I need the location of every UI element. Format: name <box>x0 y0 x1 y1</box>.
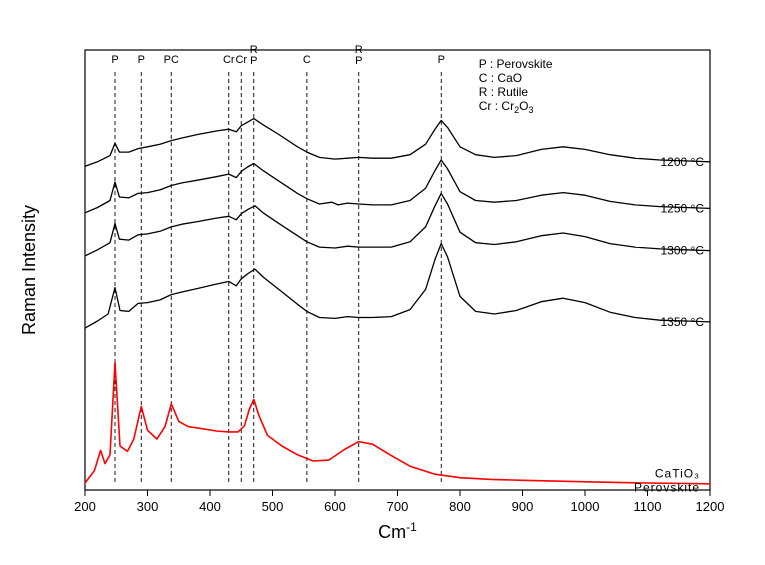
peak-label: P <box>438 54 445 66</box>
chart-svg: 200 300 400 500 600 700 800 900 1000 1100 1200 Cm-1… <box>0 0 765 565</box>
x-tick-label: 500 <box>262 499 284 514</box>
peak-label: P <box>355 55 362 67</box>
legend-item: P : Perovskite <box>479 57 553 71</box>
raman-chart: 200 300 400 500 600 700 800 900 1000 1100 1200 Cm-1… <box>0 0 765 565</box>
y-axis-label: Raman Intensity <box>19 205 39 335</box>
x-tick-label: 800 <box>449 499 471 514</box>
series-label: 1200 °C <box>661 155 705 169</box>
peak-label: P <box>111 54 118 66</box>
peak-label: P <box>138 54 145 66</box>
peak-label: Cr <box>223 54 235 66</box>
x-tick-label: 1200 <box>696 499 725 514</box>
series-label: Perovskite <box>634 480 700 494</box>
x-tick-label: 600 <box>324 499 346 514</box>
spectrum-line <box>85 362 710 483</box>
x-tick-label: 400 <box>199 499 221 514</box>
x-tick-label: 900 <box>512 499 534 514</box>
spectrum-line <box>85 244 710 329</box>
legend-item: C : CaO <box>479 71 522 85</box>
spectrum-line <box>85 119 710 167</box>
peak-label: P <box>250 55 257 67</box>
series-label: CaTiO₃ <box>655 466 700 480</box>
x-tick-label: 1100 <box>634 499 662 514</box>
legend-item: Cr : Cr2O3 <box>479 99 534 115</box>
x-tick-label: 1000 <box>571 499 600 514</box>
spectrum-line <box>85 160 710 213</box>
series-label: 1250 °C <box>661 201 705 215</box>
peak-label: Cr <box>235 54 247 66</box>
x-tick-label: 200 <box>74 499 96 514</box>
peak-label: C <box>303 54 311 66</box>
series-label: 1350 °C <box>661 315 705 329</box>
plot-border <box>85 50 710 490</box>
x-tick-label: 700 <box>387 499 409 514</box>
x-axis-label: Cm-1 <box>378 520 417 542</box>
series-label: 1300 °C <box>661 244 705 258</box>
peak-label: PC <box>164 54 179 66</box>
legend-item: R : Rutile <box>479 85 529 99</box>
x-tick-label: 300 <box>137 499 159 514</box>
